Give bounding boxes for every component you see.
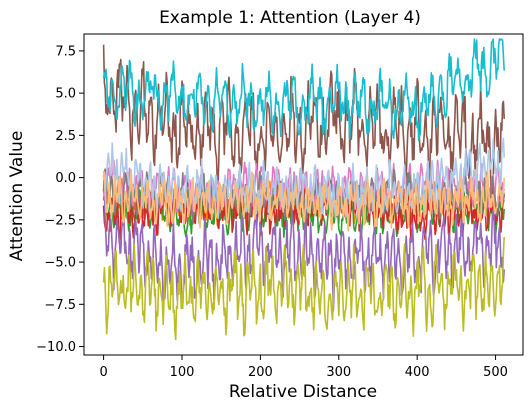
x-axis: 0 100 200 300 400 500 [99,355,508,380]
x-tick-label: 0 [99,365,107,380]
y-tick-label: −5.0 [44,256,76,271]
chart-title: Example 1: Attention (Layer 4) [159,8,421,28]
y-tick-label: −10.0 [36,340,76,355]
x-tick-label: 200 [248,365,273,380]
series-layer [102,38,505,341]
series-line [102,237,505,341]
y-axis: −10.0 −7.5 −5.0 −2.5 0.0 2.5 5.0 7.5 [36,44,84,355]
y-tick-label: 7.5 [55,44,76,59]
y-tick-label: 0.0 [55,171,76,186]
series-line [102,38,505,142]
y-tick-label: −2.5 [44,213,76,228]
y-axis-label: Attention Value [7,131,27,262]
y-tick-label: −7.5 [44,298,76,313]
series-line [102,44,505,199]
x-tick-label: 400 [405,365,430,380]
series-line [102,169,505,232]
x-tick-label: 300 [326,365,351,380]
plot-frame [83,33,524,356]
x-tick-label: 500 [483,365,508,380]
x-axis-label: Relative Distance [229,382,377,402]
x-tick-label: 100 [170,365,195,380]
y-tick-label: 5.0 [55,87,76,102]
y-tick-label: 2.5 [55,129,76,144]
